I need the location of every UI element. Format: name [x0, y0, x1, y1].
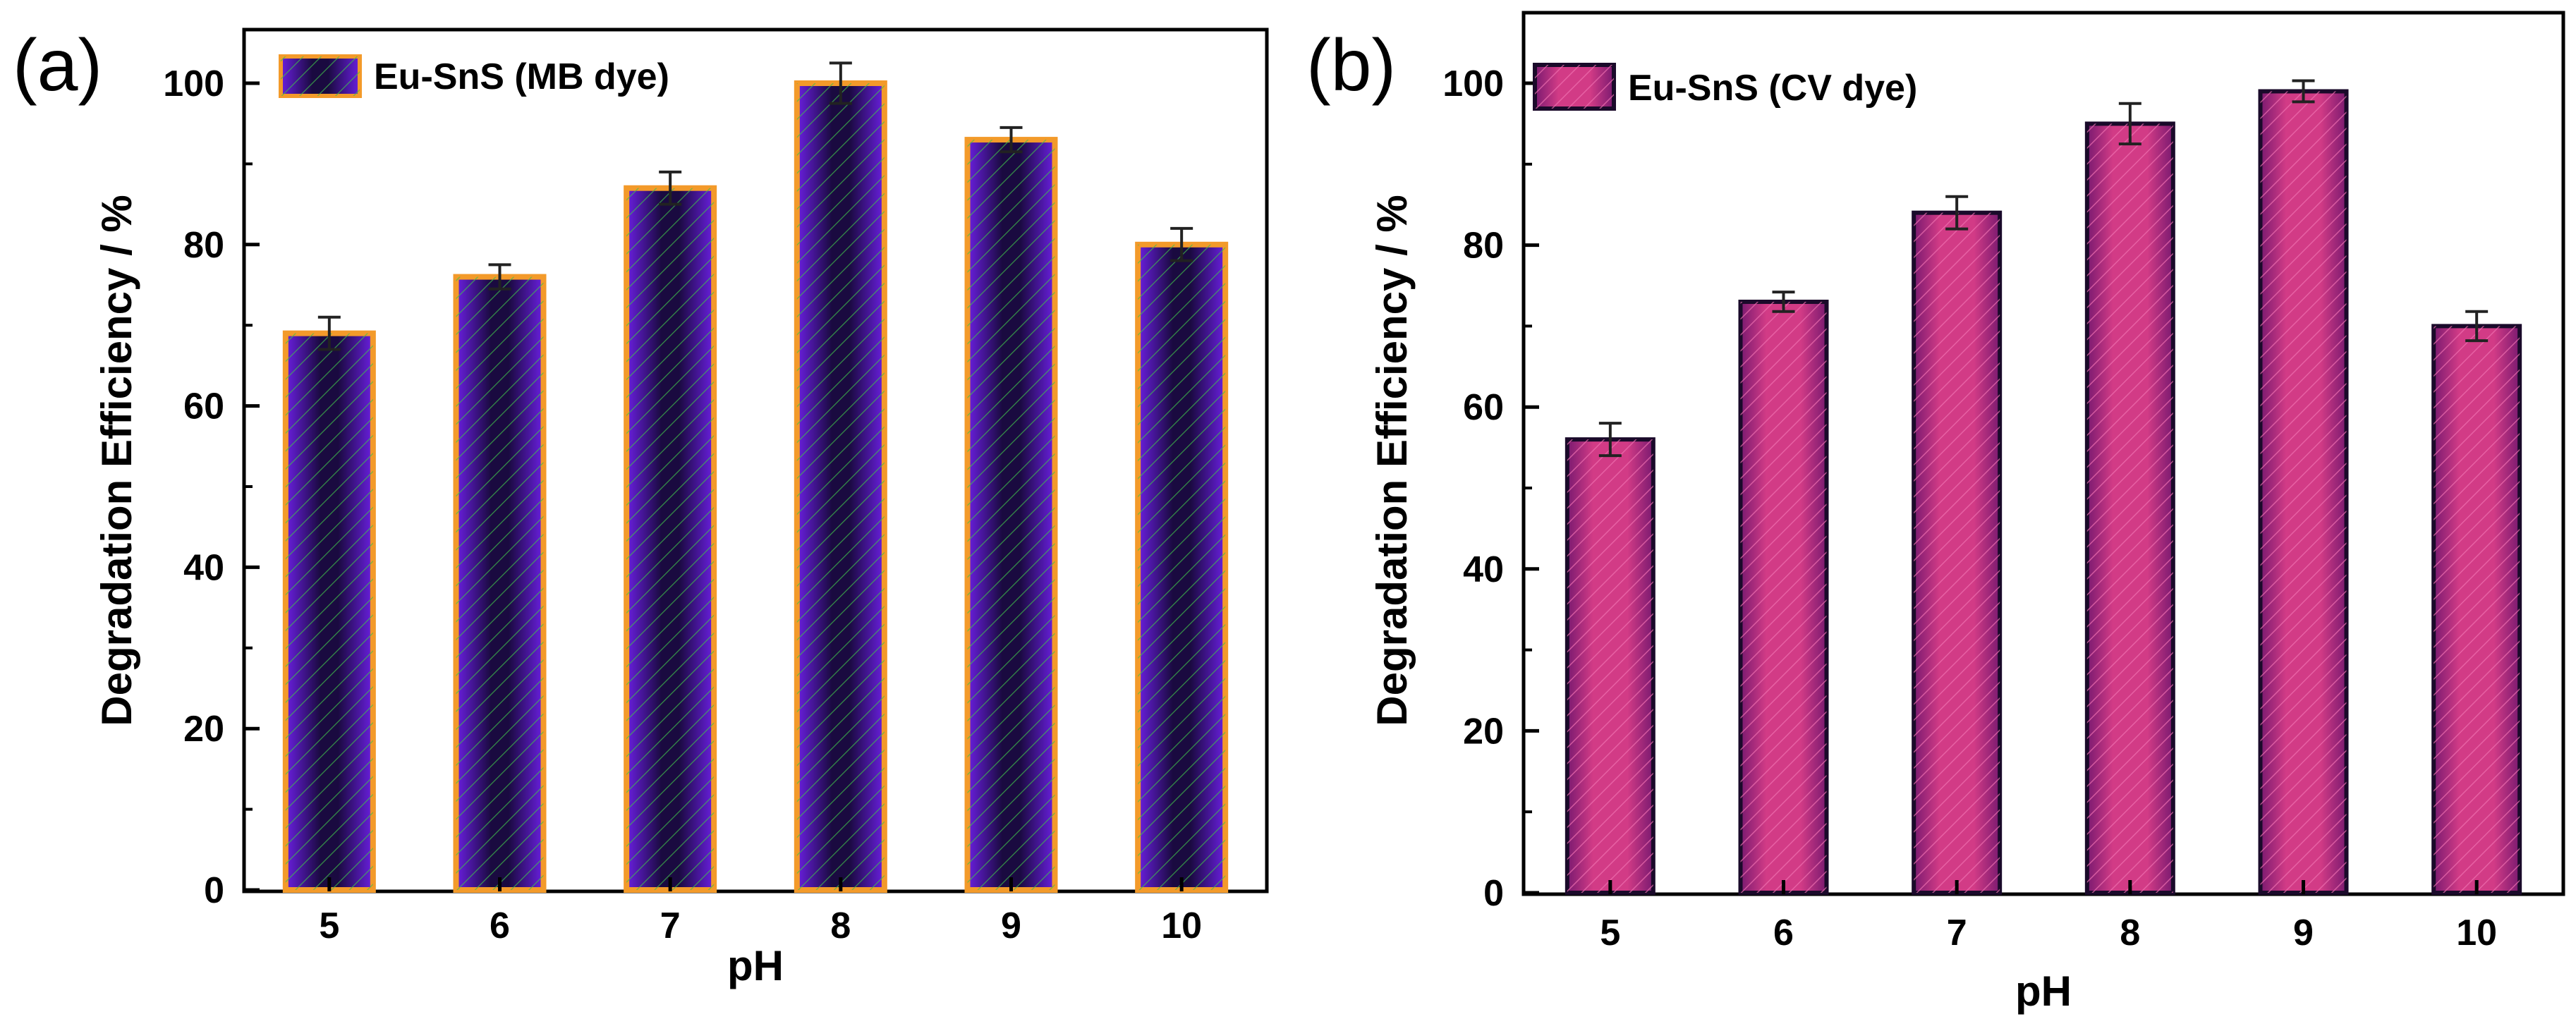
panel-a: (a) 0 20 40 60 80 100 5 6 7 8 9 10 pH Degradation … [13, 25, 1269, 989]
x-tick-label-b-6: 6 [1773, 913, 1794, 953]
x-tick-label-a-10: 10 [1161, 905, 1202, 946]
plot-frame-b [1521, 11, 2565, 896]
x-axis-title-a: pH [727, 942, 784, 989]
y-tick-label-b-20: 20 [1463, 711, 1504, 752]
bars-b [1565, 79, 2522, 896]
panel-label-a: (a) [13, 25, 102, 106]
x-axis-b: 5 6 7 8 9 10 [1600, 880, 2497, 953]
x-tick-label-b-9: 9 [2293, 913, 2314, 953]
y-tick-label-a-60: 60 [183, 386, 224, 427]
y-axis-title-a: Degradation Efficiency / % [93, 195, 140, 726]
y-tick-label-b-100: 100 [1442, 63, 1504, 104]
legend-a: Eu-SnS (MB dye) [279, 54, 669, 98]
x-tick-label-b-5: 5 [1600, 913, 1620, 953]
y-axis-a: 0 20 40 60 80 100 [163, 63, 260, 911]
y-tick-label-a-20: 20 [183, 709, 224, 750]
legend-b: Eu-SnS (CV dye) [1533, 63, 1917, 111]
x-tick-label-b-7: 7 [1947, 913, 1967, 953]
x-tick-label-a-5: 5 [319, 905, 339, 946]
legend-swatch-hatch-b [1535, 65, 1614, 109]
x-tick-label-a-8: 8 [830, 905, 851, 946]
bars-a [282, 61, 1229, 893]
legend-label-a: Eu-SnS (MB dye) [374, 56, 669, 97]
bar-hatch-a-8 [796, 83, 885, 890]
bar-hatch-a-6 [456, 276, 544, 890]
y-tick-label-b-60: 60 [1463, 387, 1504, 428]
bar-hatch-a-7 [626, 188, 715, 891]
y-tick-label-a-80: 80 [183, 225, 224, 266]
bar-hatch-b-9 [2260, 91, 2347, 893]
x-tick-label-b-10: 10 [2456, 913, 2497, 953]
bar-hatch-b-7 [1914, 212, 2000, 893]
legend-swatch-hatch-a [281, 56, 360, 96]
y-tick-label-b-80: 80 [1463, 226, 1504, 267]
bar-hatch-a-5 [285, 333, 373, 890]
y-axis-b: 0 20 40 60 80 100 [1442, 63, 1539, 914]
legend-label-b: Eu-SnS (CV dye) [1628, 68, 1917, 109]
x-tick-label-a-6: 6 [490, 905, 510, 946]
x-axis-title-b: pH [2015, 968, 2072, 1015]
bar-hatch-b-10 [2434, 326, 2520, 893]
y-axis-title-b: Degradation Efficiency / % [1368, 195, 1416, 726]
bar-hatch-b-5 [1567, 439, 1653, 893]
y-tick-label-b-40: 40 [1463, 549, 1504, 590]
y-tick-label-a-100: 100 [163, 63, 224, 104]
bar-hatch-a-9 [967, 140, 1055, 891]
bar-hatch-a-10 [1138, 244, 1226, 890]
x-axis-a: 5 6 7 8 9 10 [319, 877, 1202, 946]
y-tick-label-a-40: 40 [183, 547, 224, 588]
y-tick-label-a-0: 0 [204, 870, 224, 911]
x-tick-label-a-9: 9 [1001, 905, 1021, 946]
x-tick-label-b-8: 8 [2120, 913, 2140, 953]
panel-label-b: (b) [1306, 25, 1396, 106]
bar-hatch-b-8 [2086, 123, 2173, 893]
x-tick-label-a-7: 7 [660, 905, 681, 946]
bar-hatch-b-6 [1740, 301, 1827, 893]
y-tick-label-b-0: 0 [1483, 873, 1504, 914]
plot-frame-a [242, 28, 1269, 893]
panel-b: (b) 0 20 40 60 80 100 5 6 7 8 9 10 pH Degradation … [1306, 11, 2565, 1015]
